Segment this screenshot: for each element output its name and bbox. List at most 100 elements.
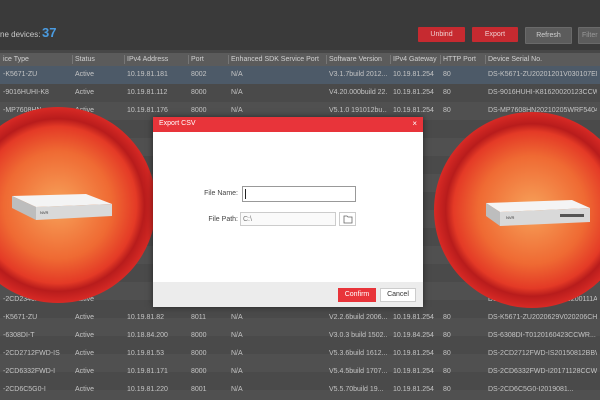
column-header: HTTP Port: [443, 56, 476, 63]
table-cell: Active: [75, 386, 95, 393]
table-cell: 10.19.81.82: [127, 314, 164, 321]
file-path-input[interactable]: C:\: [240, 212, 336, 226]
table-cell: Active: [75, 296, 95, 303]
table-cell: DS-K5671-ZU20201201V030107EN...: [488, 71, 597, 78]
table-cell: -2CD2712FWD-IS: [3, 350, 60, 357]
table-cell: N/A: [231, 71, 243, 78]
column-header: Port: [191, 56, 204, 63]
table-cell: 80: [443, 332, 451, 339]
table-cell: -9016HUHI-K8: [3, 89, 49, 96]
filter-button[interactable]: Filter: [578, 27, 600, 44]
file-name-input[interactable]: [242, 186, 356, 202]
left-device: NVR: [12, 194, 112, 220]
table-cell: DS-MP7608HN20210205WRF5404...: [488, 107, 597, 114]
device-count-label: ne devices:: [0, 30, 41, 39]
column-divider: [72, 55, 73, 64]
table-cell: Active: [75, 350, 95, 357]
table-cell: V3.0.3 build 1502...: [329, 332, 387, 339]
table-cell: -MP7608HN: [3, 107, 42, 114]
dialog-footer: Confirm Cancel: [153, 282, 423, 307]
column-header: Enhanced SDK Service Port: [231, 56, 319, 63]
table-cell: 8002: [191, 71, 207, 78]
table-cell: 80: [443, 386, 451, 393]
column-header: Status: [75, 56, 95, 63]
table-cell: Active: [75, 71, 95, 78]
dialog-header: Export CSV ×: [153, 117, 423, 132]
export-button[interactable]: Export: [472, 27, 518, 42]
table-cell: 80: [443, 107, 451, 114]
table-cell: 10.19.81.254: [393, 89, 434, 96]
table-cell: DS-2CD2712FWD-IS20150812BBW...: [488, 350, 597, 357]
table-cell: 8000: [191, 89, 207, 96]
table-cell: Active: [75, 314, 95, 321]
table-cell: DS-9016HUHI-K81620020123CCWR...: [488, 89, 597, 96]
table-cell: 80: [443, 71, 451, 78]
table-cell: DS-K5671-ZU2020629V020206CH...: [488, 314, 597, 321]
table-cell: 10.19.81.254: [393, 386, 434, 393]
table-cell: 8000: [191, 350, 207, 357]
table-cell: 10.19.81.176: [127, 107, 168, 114]
table-cell: 80: [443, 368, 451, 375]
table-cell: 8000: [191, 107, 207, 114]
device-count: 37: [42, 25, 57, 40]
table-cell: 80: [443, 350, 451, 357]
refresh-button[interactable]: Refresh: [525, 27, 572, 44]
table-row: -MP7608HN Active 10.19.81.176 8000 N/A V5.1.0…: [0, 102, 600, 120]
table-row: -2CD2712FWD-IS Active 10.19.81.53 8000 N/A V5…: [0, 345, 600, 363]
table-cell: 10.19.81.171: [127, 368, 168, 375]
table-cell: N/A: [231, 89, 243, 96]
table-row: -2CD6332FWD-I Active 10.19.81.171 8000 N/A V5…: [0, 363, 600, 381]
table-cell: Active: [75, 332, 95, 339]
column-header: IPv4 Gateway: [393, 56, 437, 63]
table-cell: 10.19.81.112: [127, 89, 168, 96]
table-row: -K5671-ZU Active 10.19.81.82 8011 N/A V2.2.6b…: [0, 309, 600, 327]
file-path-label: File Path:: [208, 216, 238, 223]
column-divider: [188, 55, 189, 64]
file-name-label: File Name:: [204, 190, 238, 197]
table-cell: N/A: [231, 107, 243, 114]
table-cell: 10.19.84.254: [393, 332, 434, 339]
toolbar: ne devices: 37 Unbind Export Refresh Fil…: [0, 0, 600, 50]
browse-button[interactable]: [339, 212, 356, 226]
table-cell: DS-6308DI-T0120160423CCWR...: [488, 332, 596, 339]
table-cell: 10.18.84.200: [127, 332, 168, 339]
device-label: NVR: [40, 210, 49, 215]
table-cell: V5.5.70build 19...: [329, 386, 384, 393]
table-cell: 8000: [191, 368, 207, 375]
table-cell: 10.19.81.254: [393, 368, 434, 375]
confirm-button[interactable]: Confirm: [338, 288, 376, 302]
table-cell: 80: [443, 89, 451, 96]
table-cell: V5.1.0 191012bu...: [329, 107, 387, 114]
close-icon[interactable]: ×: [412, 119, 417, 128]
table-cell: 10.19.81.181: [127, 71, 168, 78]
unbind-button[interactable]: Unbind: [418, 27, 465, 42]
table-cell: V5.3.6build 1612...: [329, 350, 387, 357]
table-row: -6308DI-T Active 10.18.84.200 8000 N/A V3.0.3…: [0, 327, 600, 345]
table-cell: DS-2CD6C5G0-I2019081...: [488, 386, 574, 393]
export-dialog: Export CSV × File Name: File Path: C:\ C…: [153, 117, 423, 307]
folder-icon: [343, 215, 353, 224]
table-cell: V5.4.5build 1707...: [329, 368, 387, 375]
column-divider: [485, 55, 486, 64]
table-cell: 8001: [191, 386, 207, 393]
table-cell: V3.1.7build 2012...: [329, 71, 387, 78]
table-cell: 80: [443, 314, 451, 321]
column-header: IPv4 Address: [127, 56, 169, 63]
right-device: NVR: [486, 200, 590, 226]
table-cell: 10.19.81.254: [393, 314, 434, 321]
table-cell: N/A: [231, 368, 243, 375]
table-row: -9016HUHI-K8 Active 10.19.81.112 8000 N/A V4.…: [0, 84, 600, 102]
table-row: -K5671-ZU Active 10.19.81.181 8002 N/A V3.1.7…: [0, 66, 600, 84]
table-cell: -K5671-ZU: [3, 71, 38, 78]
column-header: ice Type: [3, 56, 29, 63]
table-cell: 8011: [191, 314, 207, 321]
table-cell: 10.19.81.254: [393, 71, 434, 78]
table-cell: N/A: [231, 386, 243, 393]
column-header: Device Serial No.: [488, 56, 543, 63]
cancel-button[interactable]: Cancel: [380, 288, 416, 302]
table-cell: 10.19.81.254: [393, 107, 434, 114]
table-cell: Active: [75, 89, 95, 96]
table-cell: 10.19.81.220: [127, 386, 168, 393]
